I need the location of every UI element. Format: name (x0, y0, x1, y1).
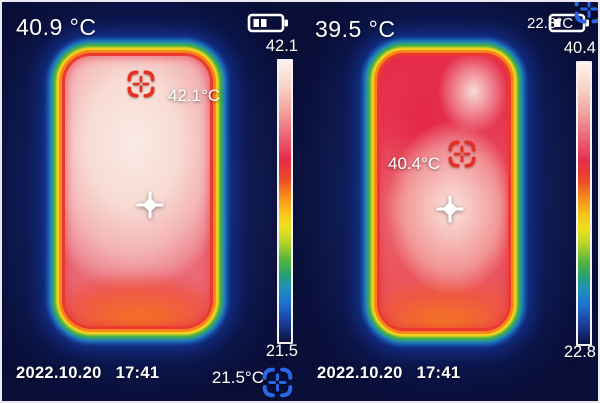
scale-min-label: 21.5 (265, 342, 298, 360)
thermal-panel-left: 40.9 °C 42.1 21.5 42.1°C (2, 2, 300, 401)
max-temp-reading: 39.5 °C (315, 16, 396, 42)
hot-spot-temp-label: 40.4°C (388, 154, 441, 173)
color-scale-bar (576, 61, 592, 346)
scale-max-label: 40.4 (563, 39, 596, 57)
capture-datetime: 2022.10.20 17:41 (16, 364, 159, 383)
center-spot-crosshair-icon (136, 191, 164, 219)
hot-spot-marker-icon (446, 138, 478, 170)
scale-min-label: 22.8 (563, 343, 596, 361)
scale-max-label: 42.1 (265, 37, 298, 55)
hot-spot-marker-icon (125, 68, 157, 100)
color-scale-bar (277, 59, 293, 344)
cold-spot-temp-label: 21.5°C (211, 368, 264, 387)
hot-spot-temp-label: 42.1°C (168, 86, 221, 105)
max-temp-reading: 40.9 °C (16, 14, 97, 40)
capture-time: 17:41 (115, 364, 160, 382)
cold-spot-marker-icon (260, 365, 295, 400)
battery-two-bars-icon (247, 12, 289, 39)
cold-spot-marker-icon (572, 2, 598, 26)
center-spot-crosshair-icon (436, 195, 464, 223)
phone-thermal-image (380, 56, 508, 328)
capture-time: 17:41 (416, 364, 461, 382)
thermal-panel-right: 39.5 °C 22.8°C 40.4 22.8 (300, 2, 598, 401)
capture-datetime: 2022.10.20 17:41 (317, 364, 460, 383)
capture-date: 2022.10.20 (317, 364, 403, 382)
capture-date: 2022.10.20 (16, 364, 102, 382)
phone-thermal-image (65, 56, 210, 326)
